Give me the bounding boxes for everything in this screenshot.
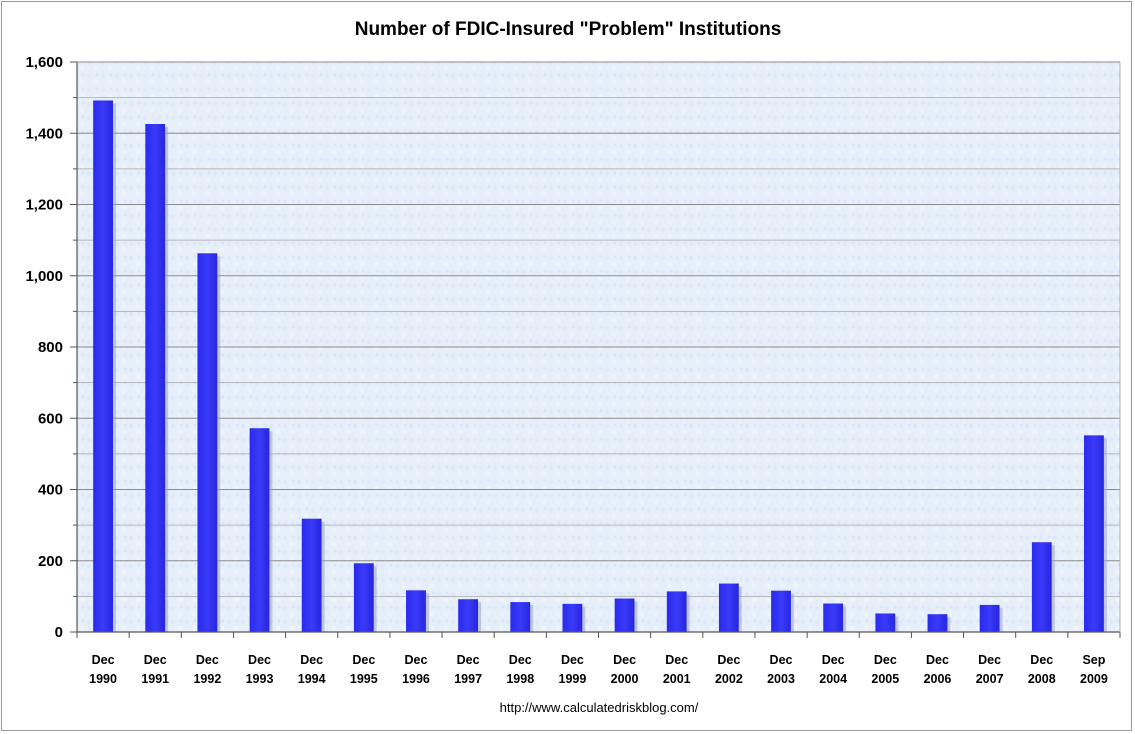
bar <box>406 590 426 632</box>
x-axis-tick-labels: Dec 1990 Dec 1991 Dec 1992 Dec 1993 Dec 1994 Dec 19… <box>89 653 1108 686</box>
x-tick-label: Dec 1994 <box>298 653 326 686</box>
y-tick-label: 600 <box>38 410 63 427</box>
bar <box>614 598 635 632</box>
y-tick-label: 800 <box>38 339 63 356</box>
y-tick-label: 1,000 <box>25 268 63 285</box>
bar <box>562 603 583 632</box>
x-tick-label: Dec 2004 <box>819 653 847 686</box>
bar <box>875 613 896 632</box>
bar <box>353 563 374 632</box>
x-tick-label: Dec 1992 <box>193 653 221 686</box>
bar <box>1031 542 1052 632</box>
y-tick-label: 0 <box>55 624 63 641</box>
x-tick-label: Dec 2005 <box>871 653 899 686</box>
bar <box>718 583 739 632</box>
axes <box>70 61 1121 638</box>
bar <box>1084 435 1104 632</box>
x-tick-label: Dec 1997 <box>454 653 482 686</box>
bars <box>93 100 1107 633</box>
x-tick-label: Dec 1993 <box>246 653 274 686</box>
bar <box>301 518 322 632</box>
chart-title: Number of FDIC-Insured "Problem" Institu… <box>355 19 782 40</box>
x-tick-label: Dec 2007 <box>976 653 1004 686</box>
x-tick-label: Dec 1990 <box>89 653 117 686</box>
bar <box>93 100 113 633</box>
bar <box>927 614 948 632</box>
bar <box>197 253 218 632</box>
bar <box>510 602 531 632</box>
y-tick-label: 400 <box>38 482 63 499</box>
x-tick-label: Dec 1998 <box>506 653 534 686</box>
y-tick-label: 200 <box>38 553 63 570</box>
y-tick-label: 1,600 <box>25 54 63 71</box>
bar <box>666 591 687 632</box>
bar <box>249 428 270 632</box>
x-tick-label: Dec 1996 <box>402 653 430 686</box>
y-tick-label: 1,200 <box>25 197 63 214</box>
x-tick-label: Dec 1995 <box>350 653 378 686</box>
x-tick-label: Dec 2002 <box>715 653 743 686</box>
bar <box>823 603 844 632</box>
bar <box>771 590 791 632</box>
bar <box>979 604 1000 632</box>
x-tick-label: Dec 2006 <box>924 653 952 686</box>
x-tick-label: Dec 1999 <box>559 653 587 686</box>
x-tick-label: Sep 2009 <box>1080 653 1108 686</box>
bar <box>145 123 166 633</box>
x-tick-label: Dec 2008 <box>1028 653 1056 686</box>
source-url: http://www.calculatedriskblog.com/ <box>500 700 699 715</box>
x-tick-label: Dec 2000 <box>611 653 639 686</box>
x-tick-label: Dec 2003 <box>767 653 795 686</box>
x-tick-label: Dec 1991 <box>141 653 169 686</box>
y-axis-tick-labels: 0 200 400 600 800 1,000 1,200 1,400 1,600 <box>25 54 63 641</box>
y-tick-label: 1,400 <box>25 125 63 142</box>
bar <box>458 599 479 632</box>
x-tick-label: Dec 2001 <box>663 653 691 686</box>
